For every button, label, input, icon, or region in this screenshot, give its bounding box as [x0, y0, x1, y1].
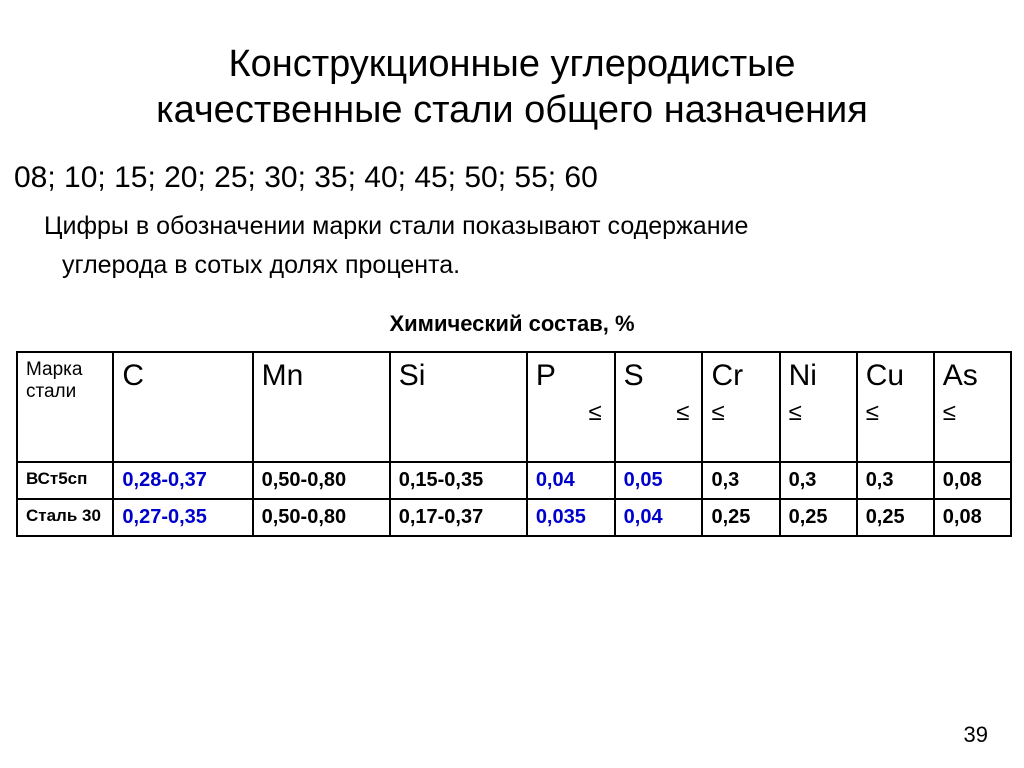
slide: Конструкционные углеродистые качественны… [0, 0, 1024, 768]
description-text: Цифры в обозначении марки стали показыва… [0, 195, 1024, 285]
header-col-ni: Ni≤ [780, 352, 857, 462]
cell-cu: 0,3 [857, 462, 934, 499]
composition-table-wrap: Марка стали CMnSiP≤S≤Cr≤Ni≤Cu≤As≤ ВСт5сп… [0, 337, 1024, 537]
header-col-s: S≤ [615, 352, 703, 462]
cell-si: 0,15-0,35 [390, 462, 527, 499]
cell-mn: 0,50-0,80 [253, 462, 390, 499]
element-symbol: Si [399, 359, 426, 392]
table-head: Марка стали CMnSiP≤S≤Cr≤Ni≤Cu≤As≤ [17, 352, 1011, 462]
cell-cr: 0,25 [702, 499, 779, 536]
cell-s: 0,05 [615, 462, 703, 499]
header-col-si: Si [390, 352, 527, 462]
element-symbol: C [122, 359, 144, 392]
table-row: Сталь 300,27-0,350,50-0,800,17-0,370,035… [17, 499, 1011, 536]
cell-cr: 0,3 [702, 462, 779, 499]
cell-s: 0,04 [615, 499, 703, 536]
cell-ni: 0,25 [780, 499, 857, 536]
element-symbol: Cu [866, 359, 904, 392]
cell-c: 0,27-0,35 [113, 499, 252, 536]
cell-as: 0,08 [934, 499, 1011, 536]
cell-si: 0,17-0,37 [390, 499, 527, 536]
cell-mn: 0,50-0,80 [253, 499, 390, 536]
leq-symbol: ≤ [866, 393, 925, 427]
cell-c: 0,28-0,37 [113, 462, 252, 499]
header-grade-label: Марка стали [17, 352, 113, 462]
cell-as: 0,08 [934, 462, 1011, 499]
leq-symbol: ≤ [536, 393, 606, 427]
title-line-1: Конструкционные углеродистые [228, 43, 795, 85]
header-col-p: P≤ [527, 352, 615, 462]
element-symbol: S [624, 359, 644, 392]
header-col-as: As≤ [934, 352, 1011, 462]
element-symbol: As [943, 359, 978, 392]
element-symbol: Cr [711, 359, 743, 392]
title-line-2: качественные стали общего назначения [156, 89, 868, 131]
leq-symbol: ≤ [789, 393, 848, 427]
leq-symbol: ≤ [624, 393, 694, 427]
table-row: ВСт5сп0,28-0,370,50-0,800,15-0,350,040,0… [17, 462, 1011, 499]
desc-line-2: углерода в сотых долях процента. [44, 246, 1024, 285]
row-label: ВСт5сп [17, 462, 113, 499]
element-symbol: P [536, 359, 556, 392]
header-col-cr: Cr≤ [702, 352, 779, 462]
cell-ni: 0,3 [780, 462, 857, 499]
header-col-mn: Mn [253, 352, 390, 462]
leq-symbol: ≤ [943, 393, 1002, 427]
element-symbol: Ni [789, 359, 817, 392]
cell-p: 0,035 [527, 499, 615, 536]
header-col-c: C [113, 352, 252, 462]
leq-symbol: ≤ [711, 393, 770, 427]
table-body: ВСт5сп0,28-0,370,50-0,800,15-0,350,040,0… [17, 462, 1011, 536]
slide-title: Конструкционные углеродистые качественны… [0, 0, 1024, 133]
row-label: Сталь 30 [17, 499, 113, 536]
cell-p: 0,04 [527, 462, 615, 499]
header-col-cu: Cu≤ [857, 352, 934, 462]
composition-table: Марка стали CMnSiP≤S≤Cr≤Ni≤Cu≤As≤ ВСт5сп… [16, 351, 1012, 537]
page-number: 39 [964, 722, 988, 748]
desc-line-1: Цифры в обозначении марки стали показыва… [44, 212, 748, 240]
cell-cu: 0,25 [857, 499, 934, 536]
table-title: Химический состав, % [0, 285, 1024, 337]
element-symbol: Mn [262, 359, 304, 392]
header-row: Марка стали CMnSiP≤S≤Cr≤Ni≤Cu≤As≤ [17, 352, 1011, 462]
steel-grade-list: 08; 10; 15; 20; 25; 30; 35; 40; 45; 50; … [0, 133, 1024, 195]
